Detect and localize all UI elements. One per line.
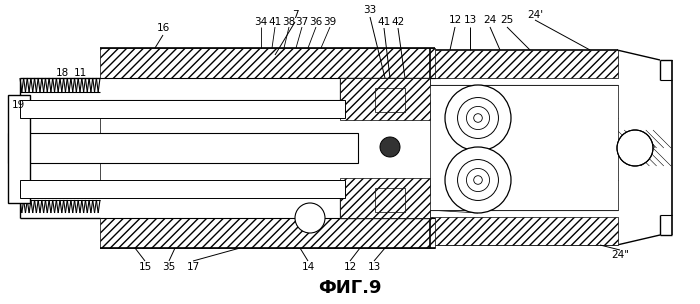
Bar (20, 100, 345, 118)
Text: 15: 15 (139, 262, 152, 272)
Text: 35: 35 (162, 262, 176, 272)
Text: 36: 36 (309, 17, 323, 27)
Bar (100, 48, 435, 78)
Text: 24": 24" (611, 250, 629, 260)
Text: 13: 13 (368, 262, 381, 272)
Bar (8, 95, 30, 203)
Text: 19: 19 (11, 100, 25, 110)
Text: 17: 17 (186, 262, 200, 272)
Text: 38: 38 (282, 17, 295, 27)
Bar (428, 217, 618, 245)
Bar (340, 78, 430, 120)
Circle shape (458, 160, 498, 200)
Bar (20, 180, 345, 198)
Text: 33: 33 (363, 5, 377, 15)
Circle shape (445, 85, 511, 151)
Circle shape (458, 98, 498, 138)
Text: 34: 34 (254, 17, 267, 27)
Text: 39: 39 (323, 17, 337, 27)
Bar (100, 100, 430, 195)
Text: 24': 24' (527, 10, 543, 20)
Text: 37: 37 (295, 17, 309, 27)
Circle shape (474, 176, 482, 184)
Circle shape (617, 130, 653, 166)
Text: 18: 18 (55, 68, 69, 78)
Text: 16: 16 (156, 23, 169, 33)
Bar (340, 178, 430, 218)
Text: 11: 11 (74, 68, 87, 78)
Text: 12: 12 (449, 15, 461, 25)
Text: 41: 41 (268, 17, 281, 27)
Text: 41: 41 (377, 17, 391, 27)
Text: 25: 25 (500, 15, 514, 25)
Text: 12: 12 (344, 262, 356, 272)
Text: 7: 7 (292, 10, 298, 20)
Bar (8, 133, 358, 163)
Text: 13: 13 (463, 15, 477, 25)
Circle shape (445, 147, 511, 213)
Circle shape (466, 106, 489, 130)
Text: 42: 42 (391, 17, 405, 27)
Circle shape (474, 114, 482, 122)
Circle shape (380, 137, 400, 157)
Circle shape (466, 168, 489, 192)
Circle shape (295, 203, 325, 233)
Bar (428, 50, 618, 78)
Text: 14: 14 (302, 262, 314, 272)
Bar (428, 85, 618, 210)
Text: 24: 24 (484, 15, 496, 25)
Bar (375, 88, 405, 112)
Bar (375, 188, 405, 212)
Text: ФИГ.9: ФИГ.9 (318, 279, 382, 297)
Bar (100, 218, 435, 248)
